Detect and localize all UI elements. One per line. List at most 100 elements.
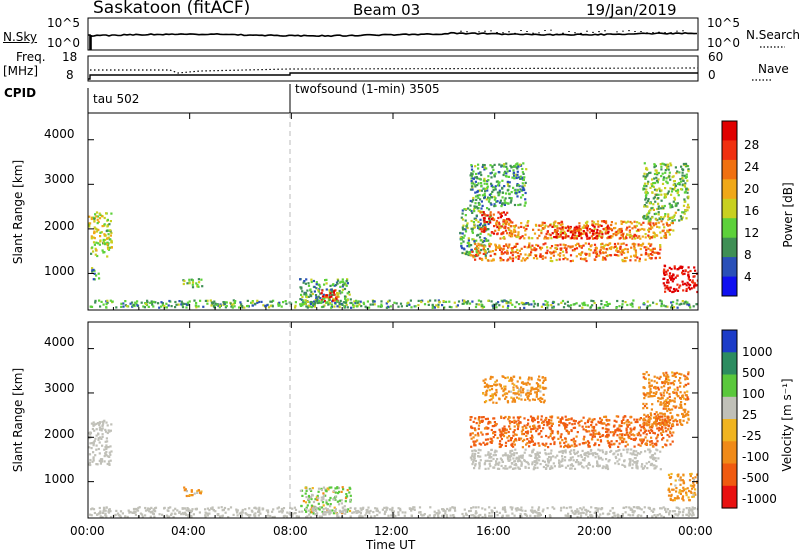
power-cell	[492, 258, 495, 261]
power-cell	[489, 211, 492, 214]
power-cell	[579, 257, 583, 260]
power-cell	[668, 228, 671, 232]
velocity-cell	[558, 424, 561, 427]
power-cell	[664, 232, 667, 235]
velocity-cell	[113, 514, 116, 517]
velocity-cell	[106, 440, 109, 443]
power-cell	[470, 172, 473, 175]
velocity-cell	[97, 437, 100, 440]
power-cell	[671, 187, 674, 191]
power-cell	[604, 231, 607, 234]
power-cell	[107, 233, 110, 236]
power-cell	[534, 254, 538, 258]
power-cell	[304, 282, 307, 285]
velocity-cell	[591, 465, 595, 468]
power-cell	[480, 185, 483, 188]
velocity-cell	[517, 467, 520, 470]
velocity-cell	[515, 420, 518, 423]
velocity-cell	[484, 508, 487, 511]
power-cell	[333, 293, 336, 296]
power-cell	[517, 233, 520, 236]
power-cell	[305, 293, 308, 296]
power-cell	[594, 223, 597, 226]
velocity-cell	[643, 423, 646, 427]
velocity-cell	[660, 507, 663, 510]
power-cell	[465, 250, 468, 253]
power-cell	[322, 305, 325, 308]
power-cell	[648, 171, 651, 175]
velocity-cell	[520, 456, 524, 459]
velocity-cell	[103, 460, 106, 463]
power-cell	[490, 203, 493, 206]
velocity-cell	[531, 509, 534, 512]
power-cell	[575, 237, 578, 240]
velocity-cell	[553, 441, 556, 444]
power-cell	[91, 267, 94, 270]
power-cell	[647, 253, 650, 256]
velocity-cell	[516, 386, 519, 389]
power-cell	[602, 256, 605, 259]
power-cell	[105, 212, 108, 215]
power-cell	[513, 174, 516, 177]
power-cell	[476, 177, 479, 180]
power-cell	[106, 255, 109, 258]
power-cell	[299, 303, 302, 306]
power-cell	[303, 293, 306, 296]
power-cell	[472, 226, 475, 229]
velocity-cell	[678, 419, 681, 422]
power-cell	[625, 243, 628, 247]
power-cell	[514, 250, 517, 254]
power-cell	[593, 232, 597, 235]
velocity-cell	[99, 462, 102, 465]
velocity-cell	[104, 446, 107, 449]
velocity-cell	[310, 489, 313, 492]
velocity-cell	[593, 425, 596, 429]
velocity-cell	[584, 429, 587, 432]
power-cell	[260, 300, 263, 303]
velocity-cell	[656, 376, 659, 379]
power-cell	[508, 231, 512, 234]
power-cell	[482, 247, 485, 250]
power-cell	[497, 182, 500, 185]
power-cell	[686, 165, 690, 168]
velocity-cell	[542, 379, 545, 382]
power-cell	[617, 229, 620, 232]
velocity-cell	[567, 431, 570, 434]
power-cell	[191, 286, 195, 289]
velocity-cell	[671, 499, 674, 502]
power-cell	[519, 236, 522, 239]
power-cell	[480, 182, 483, 185]
velocity-cell	[685, 398, 688, 401]
velocity-cell	[474, 452, 477, 455]
power-cell	[352, 303, 355, 306]
power-cell	[684, 182, 687, 185]
velocity-cell	[629, 507, 632, 510]
power-cell	[679, 178, 682, 181]
power-cell	[495, 246, 498, 249]
power-cell	[466, 245, 469, 248]
power-cell	[671, 205, 674, 209]
power-cell	[676, 182, 679, 185]
power-cell	[497, 221, 501, 224]
velocity-cell	[568, 445, 572, 448]
velocity-cell	[590, 452, 593, 455]
power-cell	[201, 285, 204, 288]
power-cell	[464, 214, 467, 217]
power-cell	[319, 292, 322, 295]
velocity-cell	[659, 450, 662, 453]
power-cell	[661, 230, 664, 233]
velocity-cell	[480, 416, 483, 419]
velocity-cell	[495, 391, 498, 394]
velocity-cell	[344, 497, 348, 500]
power-cell	[595, 252, 598, 255]
velocity-cell	[529, 430, 532, 433]
velocity-cell	[469, 434, 472, 437]
velocity-cell	[336, 487, 339, 490]
velocity-cell	[149, 515, 152, 518]
power-cell	[672, 274, 675, 277]
velocity-cell	[671, 381, 674, 384]
power-cell	[477, 242, 480, 245]
velocity-cell	[583, 453, 586, 456]
velocity-cell	[559, 436, 562, 439]
velocity-cell	[541, 510, 544, 513]
